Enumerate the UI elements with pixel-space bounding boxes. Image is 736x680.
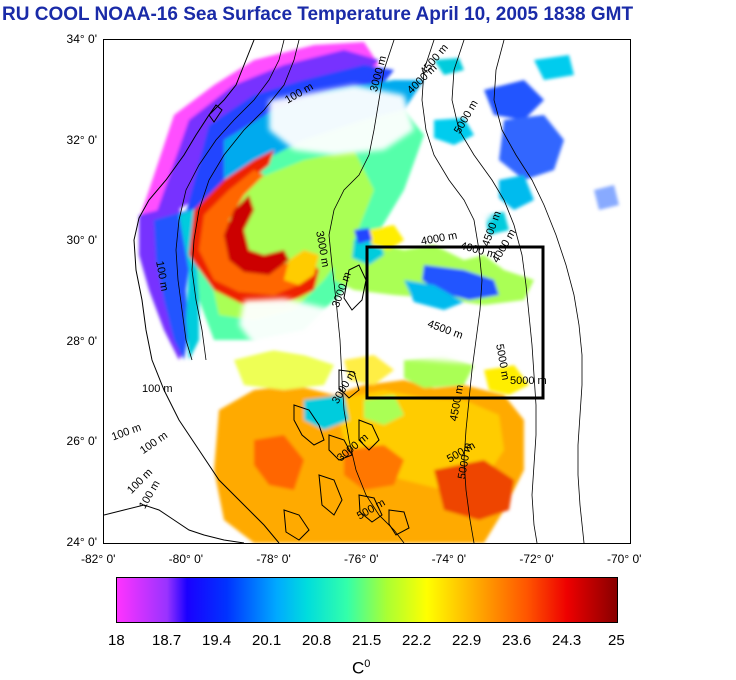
bathymetry-contours xyxy=(175,40,585,543)
longitude-tick-label: -78° 0' xyxy=(256,552,291,566)
colorbar-tick-label: 18 xyxy=(108,632,125,649)
longitude-tick-label: -80° 0' xyxy=(168,552,204,566)
colorbar-tick-label: 22.9 xyxy=(452,632,482,649)
colorbar-tick-label: 18.7 xyxy=(152,632,182,649)
cloud-gaps xyxy=(239,85,604,365)
colorbar-tick-label: 24.3 xyxy=(552,632,582,649)
map-title: RU COOL NOAA-16 Sea Surface Temperature … xyxy=(2,4,634,25)
latitude-tick-label: 28° 0' xyxy=(66,333,97,348)
latitude-tick-label: 24° 0' xyxy=(66,535,97,549)
colorbar-unit: C0 xyxy=(352,658,370,679)
unit-superscript: 0 xyxy=(364,658,371,670)
colorbar-tick-label: 22.2 xyxy=(402,632,432,649)
colorbar-tick-label: 20.1 xyxy=(252,632,282,649)
longitude-tick-label: -82° 0' xyxy=(81,552,116,566)
latitude-tick-label: 34° 0' xyxy=(66,32,97,46)
contour-label: 5000 m xyxy=(510,375,547,387)
longitude-tick-label: -74° 0' xyxy=(431,552,467,566)
latitude-tick-label: 26° 0' xyxy=(66,434,97,449)
sst-imagery xyxy=(139,42,619,543)
latitude-tick-label: 32° 0' xyxy=(66,132,97,147)
sst-map-canvas xyxy=(104,40,619,543)
colorbar-tick-label: 20.8 xyxy=(302,632,332,649)
colorbar-tick-label: 25 xyxy=(608,632,625,649)
unit-text: C xyxy=(352,658,365,678)
latitude-tick-label: 30° 0' xyxy=(66,233,97,248)
contour-label: 100 m xyxy=(142,383,173,395)
sst-map xyxy=(103,39,631,544)
longitude-tick-label: -70° 0' xyxy=(607,552,642,566)
colorbar-tick-label: 21.5 xyxy=(352,632,382,649)
study-area-box xyxy=(365,245,545,400)
longitude-tick-label: -76° 0' xyxy=(344,552,379,566)
colorbar-tick-label: 19.4 xyxy=(202,632,232,649)
coastline xyxy=(104,40,410,543)
colorbar xyxy=(116,577,618,623)
longitude-tick-label: -72° 0' xyxy=(519,552,554,566)
colorbar-tick-label: 23.6 xyxy=(502,632,532,649)
